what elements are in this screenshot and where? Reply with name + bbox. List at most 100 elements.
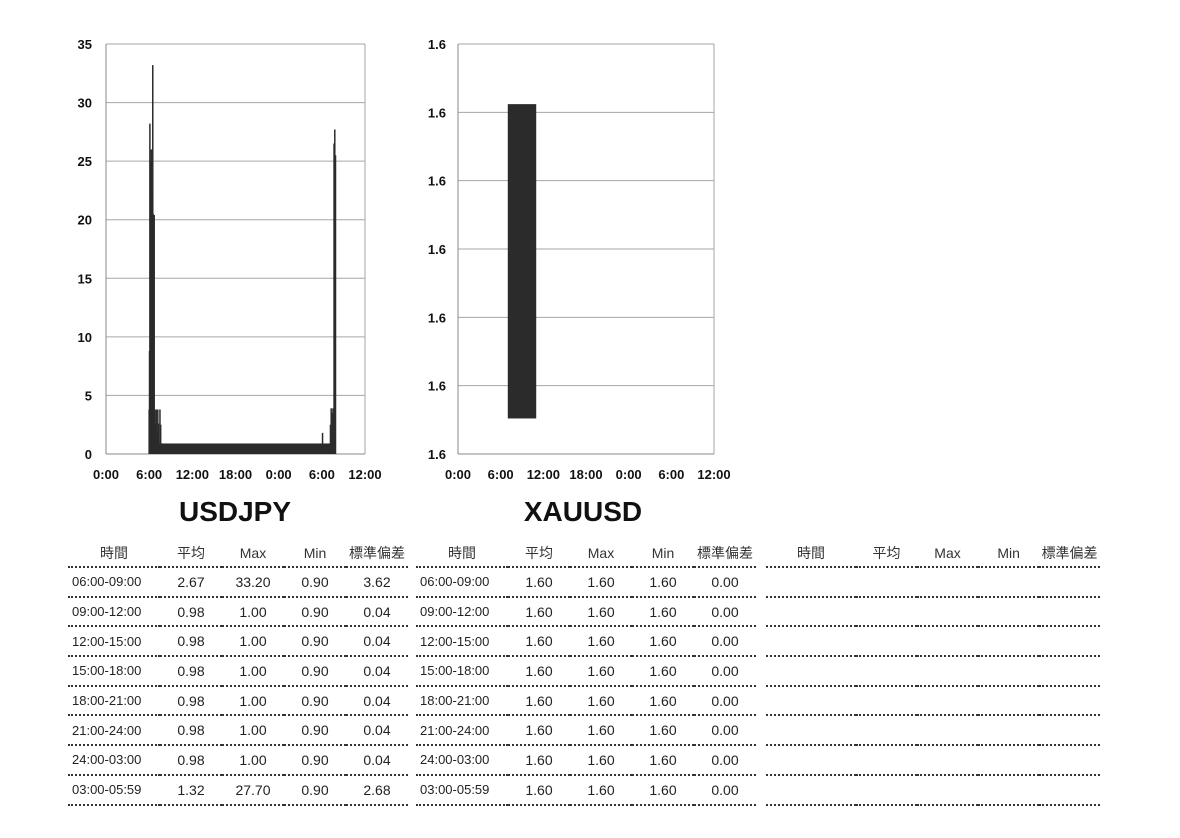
- table-row: 09:00-12:00 1.60 1.60 1.60 0.00: [416, 596, 756, 628]
- y-tick-label: 0: [85, 447, 92, 462]
- column-header: 時間: [416, 540, 508, 568]
- value-cell: [916, 685, 979, 717]
- table-row: 03:00-05:59 1.60 1.60 1.60 0.00: [416, 774, 756, 806]
- time-range-cell: [766, 567, 857, 598]
- data-bar: [332, 408, 334, 454]
- y-tick-label: 35: [78, 37, 92, 52]
- value-cell: [856, 626, 917, 658]
- time-range-cell: 09:00-12:00: [68, 596, 160, 628]
- value-cell: [978, 626, 1040, 658]
- table-row: 18:00-21:00 1.60 1.60 1.60 0.00: [416, 685, 756, 717]
- x-tick-label: 0:00: [445, 467, 471, 482]
- y-tick-label: 1.6: [428, 37, 446, 52]
- value-cell: 1.00: [222, 596, 284, 628]
- value-cell: [978, 745, 1040, 776]
- value-cell: 0.04: [346, 656, 408, 687]
- time-range-cell: 24:00-03:00: [416, 745, 508, 776]
- value-cell: 2.67: [160, 567, 222, 598]
- x-tick-label: 6:00: [658, 467, 684, 482]
- table-header-row: 時間 平均 Max Min 標準偏差: [766, 540, 1100, 568]
- value-cell: [856, 596, 917, 628]
- value-cell: 0.04: [346, 626, 408, 658]
- x-tick-label: 6:00: [488, 467, 514, 482]
- value-cell: 0.00: [694, 596, 756, 628]
- column-header: Min: [632, 540, 694, 568]
- table-row: 09:00-12:00 0.98 1.00 0.90 0.04: [68, 596, 408, 628]
- stats-table-xauusd: 時間 平均 Max Min 標準偏差 06:00-09:00 1.60 1.60 1.60 0.0…: [416, 540, 756, 806]
- value-cell: 0.90: [284, 715, 346, 747]
- y-tick-label: 1.6: [428, 174, 446, 189]
- value-cell: [916, 656, 979, 687]
- table-row: [766, 567, 1100, 598]
- value-cell: [916, 626, 979, 658]
- x-tick-label: 0:00: [266, 467, 292, 482]
- time-range-cell: 24:00-03:00: [68, 745, 160, 776]
- x-tick-label: 0:00: [616, 467, 642, 482]
- value-cell: 1.60: [570, 656, 632, 687]
- time-range-cell: [766, 774, 857, 806]
- value-cell: [916, 596, 979, 628]
- value-cell: [856, 745, 917, 776]
- value-cell: 1.60: [570, 685, 632, 717]
- baseline-bar: [154, 443, 336, 454]
- table-row: [766, 685, 1100, 717]
- time-range-cell: [766, 656, 857, 687]
- x-tick-label: 18:00: [219, 467, 252, 482]
- table-row: 06:00-09:00 2.67 33.20 0.90 3.62: [68, 567, 408, 598]
- value-cell: [978, 774, 1040, 806]
- table-row: [766, 656, 1100, 687]
- value-cell: 0.90: [284, 596, 346, 628]
- table-row: 12:00-15:00 0.98 1.00 0.90 0.04: [68, 626, 408, 658]
- time-range-cell: 06:00-09:00: [68, 567, 160, 598]
- time-range-cell: 12:00-15:00: [416, 626, 508, 658]
- y-tick-label: 1.6: [428, 105, 446, 120]
- x-tick-label: 12:00: [176, 467, 209, 482]
- value-cell: 2.68: [346, 774, 408, 806]
- time-range-cell: 03:00-05:59: [68, 774, 160, 806]
- time-range-cell: 12:00-15:00: [68, 626, 160, 658]
- value-cell: 1.60: [508, 567, 570, 598]
- value-cell: [1039, 774, 1100, 806]
- value-cell: 0.00: [694, 715, 756, 747]
- value-cell: 33.20: [222, 567, 284, 598]
- data-bar: [159, 424, 162, 454]
- time-range-cell: 09:00-12:00: [416, 596, 508, 628]
- value-cell: 0.90: [284, 685, 346, 717]
- y-tick-label: 1.6: [428, 242, 446, 257]
- table-row: 06:00-09:00 1.60 1.60 1.60 0.00: [416, 567, 756, 598]
- time-range-cell: 21:00-24:00: [416, 715, 508, 747]
- value-cell: 0.98: [160, 745, 222, 776]
- value-cell: 1.60: [570, 626, 632, 658]
- value-cell: [978, 656, 1040, 687]
- chart-title-xauusd: XAUUSD: [523, 496, 643, 527]
- value-cell: 0.00: [694, 626, 756, 658]
- value-cell: 1.60: [508, 745, 570, 776]
- value-cell: 0.00: [694, 656, 756, 687]
- time-range-cell: 06:00-09:00: [416, 567, 508, 598]
- value-cell: 1.60: [632, 715, 694, 747]
- stats-table-empty: 時間 平均 Max Min 標準偏差: [766, 540, 1100, 806]
- value-cell: [978, 685, 1040, 717]
- table-row: [766, 626, 1100, 658]
- x-tick-label: 0:00: [93, 467, 119, 482]
- value-cell: [916, 567, 979, 598]
- value-cell: [856, 567, 917, 598]
- column-header: 標準偏差: [694, 540, 756, 568]
- column-header: 標準偏差: [1039, 540, 1100, 568]
- column-header: 時間: [68, 540, 160, 568]
- column-header: Min: [978, 540, 1040, 568]
- data-bar: [334, 155, 337, 455]
- chart-title-usdjpy: USDJPY: [178, 496, 292, 527]
- time-range-cell: [766, 715, 857, 747]
- column-header: 平均: [856, 540, 917, 568]
- time-range-cell: 18:00-21:00: [68, 685, 160, 717]
- value-cell: 0.04: [346, 685, 408, 717]
- value-cell: 0.98: [160, 626, 222, 658]
- value-cell: 27.70: [222, 774, 284, 806]
- value-cell: [916, 745, 979, 776]
- y-tick-label: 1.6: [428, 310, 446, 325]
- time-range-cell: 03:00-05:59: [416, 774, 508, 806]
- value-cell: 1.60: [632, 567, 694, 598]
- value-cell: 0.00: [694, 567, 756, 598]
- column-header: 標準偏差: [346, 540, 408, 568]
